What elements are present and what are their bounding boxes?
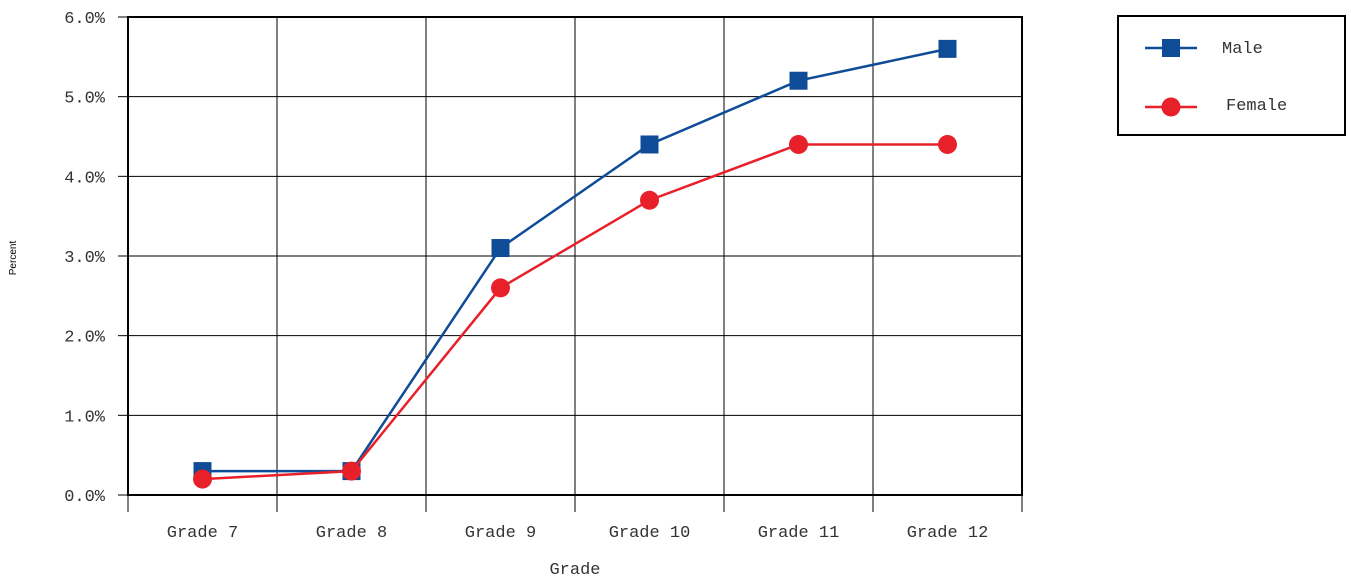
series-line-male bbox=[202, 47, 948, 473]
series-layer bbox=[193, 39, 957, 489]
data-point-female bbox=[342, 461, 361, 481]
y-tick-label: 2.0% bbox=[64, 329, 106, 348]
x-tick-label: Grade 11 bbox=[758, 524, 840, 543]
legend: Male Female bbox=[1117, 15, 1346, 136]
y-tick-label: 3.0% bbox=[64, 249, 106, 268]
data-point-female bbox=[193, 469, 212, 489]
legend-label-male: Male bbox=[1222, 40, 1263, 59]
series-line-female bbox=[202, 143, 948, 481]
y-tick-label: 6.0% bbox=[64, 10, 106, 29]
y-tick-label: 0.0% bbox=[64, 488, 106, 507]
x-tick-label: Grade 12 bbox=[907, 524, 989, 543]
legend-female-marker bbox=[1161, 97, 1181, 117]
data-point-female bbox=[491, 278, 510, 298]
data-point-male bbox=[491, 239, 510, 258]
x-axis-title: Grade bbox=[549, 561, 600, 580]
y-axis-title: Percent bbox=[8, 241, 19, 276]
y-tick-label: 5.0% bbox=[64, 90, 106, 109]
y-tick-label: 4.0% bbox=[64, 169, 106, 188]
data-point-female bbox=[938, 134, 957, 154]
data-point-male bbox=[938, 39, 957, 58]
y-tick-label: 1.0% bbox=[64, 408, 106, 427]
axis-layer: 0.0% 1.0% 2.0% 3.0% 4.0% 5.0% 6.0% Grade 7 Grade… bbox=[64, 10, 1023, 543]
legend-box bbox=[1117, 15, 1346, 136]
grid-layer bbox=[128, 17, 1022, 495]
data-point-male bbox=[640, 135, 659, 154]
data-point-male bbox=[789, 71, 808, 90]
data-point-female bbox=[640, 190, 659, 210]
x-tick-label: Grade 9 bbox=[465, 524, 536, 543]
legend-label-female: Female bbox=[1226, 97, 1287, 116]
legend-male-marker bbox=[1162, 39, 1180, 57]
x-tick-label: Grade 8 bbox=[316, 524, 387, 543]
data-point-female bbox=[789, 134, 808, 154]
x-tick-label: Grade 7 bbox=[167, 524, 238, 543]
x-tick-label: Grade 10 bbox=[609, 524, 691, 543]
